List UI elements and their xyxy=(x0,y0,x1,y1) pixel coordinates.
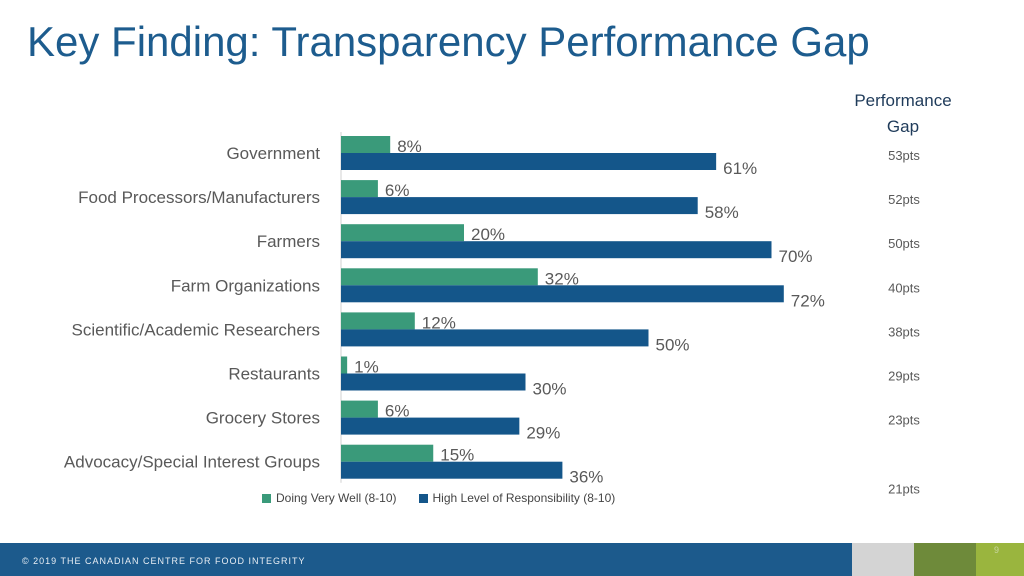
data-label: 8% xyxy=(397,137,422,156)
bar-doing-well xyxy=(341,136,391,153)
gap-value: 50pts xyxy=(888,236,920,251)
gap-header-line-2: Gap xyxy=(886,117,920,136)
bar-doing-well xyxy=(341,180,378,198)
category-label: Farmers xyxy=(257,232,320,251)
category-label: Government xyxy=(226,144,320,163)
gap-header-line-1: Performance xyxy=(854,91,952,110)
page-title: Key Finding: Transparency Performance Ga… xyxy=(27,18,870,65)
data-label: 30% xyxy=(533,380,567,399)
category-label: Scientific/Academic Researchers xyxy=(72,320,320,339)
bar-responsibility xyxy=(341,153,717,170)
category-label: Restaurants xyxy=(228,365,320,384)
gap-value: 53pts xyxy=(888,148,920,163)
category-label: Advocacy/Special Interest Groups xyxy=(64,453,320,472)
bar-doing-well xyxy=(341,224,464,242)
bar-responsibility xyxy=(341,329,649,347)
bar-responsibility xyxy=(341,285,784,303)
gap-value: 21pts xyxy=(888,482,920,497)
chart-legend: Doing Very Well (8-10) High Level of Res… xyxy=(262,491,615,505)
footer-main-band: © 2019 THE CANADIAN CENTRE FOR FOOD INTE… xyxy=(0,543,852,576)
data-label: 36% xyxy=(569,468,603,487)
category-label: Grocery Stores xyxy=(206,409,320,428)
footer-bar: © 2019 THE CANADIAN CENTRE FOR FOOD INTE… xyxy=(0,543,1024,576)
bar-responsibility xyxy=(341,417,520,435)
data-label: 20% xyxy=(471,225,505,244)
legend-label-responsibility: High Level of Responsibility (8-10) xyxy=(432,491,616,505)
data-label: 6% xyxy=(385,181,410,200)
legend-swatch-doing-well xyxy=(262,493,271,503)
legend-label-doing-well: Doing Very Well (8-10) xyxy=(276,491,397,505)
gap-value: 52pts xyxy=(888,192,920,207)
bar-responsibility xyxy=(341,461,563,479)
legend-swatch-responsibility xyxy=(418,493,428,503)
bar-doing-well xyxy=(341,400,378,418)
data-label: 1% xyxy=(354,358,379,377)
bar-doing-well xyxy=(341,444,434,462)
bar-doing-well xyxy=(341,268,538,286)
category-label: Food Processors/Manufacturers xyxy=(78,188,320,207)
legend-item-doing-well: Doing Very Well (8-10) xyxy=(262,491,397,505)
category-label: Farm Organizations xyxy=(171,276,320,295)
data-label: 6% xyxy=(385,402,410,421)
data-label: 58% xyxy=(705,203,739,222)
footer-lime-block: 9 xyxy=(976,543,1024,576)
data-label: 70% xyxy=(779,247,813,266)
legend-item-responsibility: High Level of Responsibility (8-10) xyxy=(418,491,616,505)
bar-chart: Government 8% 61% 53pts Food Processors/Manu… xyxy=(64,132,920,497)
data-label: 32% xyxy=(545,269,579,288)
data-label: 29% xyxy=(526,424,560,443)
copyright-text: © 2019 THE CANADIAN CENTRE FOR FOOD INTE… xyxy=(22,556,306,566)
page-number: 9 xyxy=(994,545,1000,555)
performance-gap-header: Performance Gap xyxy=(838,88,968,140)
bar-responsibility xyxy=(341,373,526,391)
data-label: 61% xyxy=(723,159,757,178)
gap-value: 38pts xyxy=(888,324,920,339)
bar-doing-well xyxy=(341,312,415,330)
bar-responsibility xyxy=(341,197,698,215)
gap-value: 29pts xyxy=(888,369,920,384)
gap-value: 40pts xyxy=(888,280,920,295)
bar-doing-well xyxy=(341,356,348,374)
footer-olive-block xyxy=(914,543,976,576)
data-label: 15% xyxy=(440,446,474,465)
footer-gray-block xyxy=(852,543,914,576)
bar-responsibility xyxy=(341,241,772,259)
data-label: 72% xyxy=(791,291,825,310)
gap-value: 23pts xyxy=(888,413,920,428)
data-label: 12% xyxy=(422,313,456,332)
data-label: 50% xyxy=(656,335,690,354)
